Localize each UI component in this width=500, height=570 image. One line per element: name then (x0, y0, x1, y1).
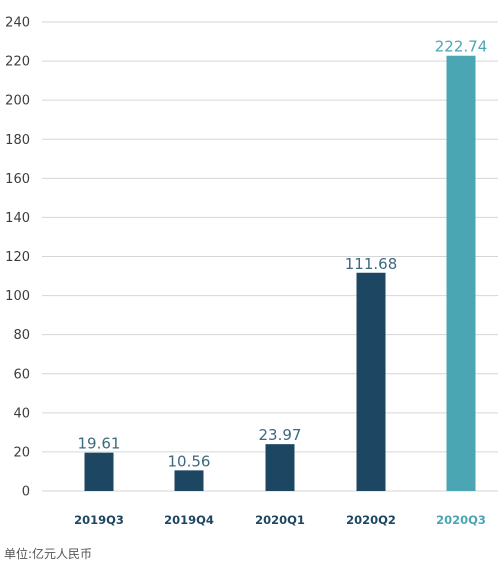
data-label: 19.61 (78, 435, 121, 453)
y-tick-label: 80 (13, 328, 30, 343)
unit-label: 单位:亿元人民币 (4, 546, 92, 561)
y-tick-label: 100 (5, 289, 30, 304)
bar-2020Q1 (265, 444, 295, 491)
bar-2019Q3 (84, 452, 114, 491)
x-tick-label: 2020Q2 (346, 513, 396, 527)
x-axis: 2019Q3 2019Q4 2020Q1 2020Q2 2020Q3 (74, 513, 486, 527)
data-label: 23.97 (259, 426, 302, 444)
y-tick-label: 40 (13, 406, 30, 421)
y-tick-label: 120 (5, 250, 30, 265)
y-tick-label: 140 (5, 211, 30, 226)
x-tick-label: 2019Q4 (164, 513, 214, 527)
bar-2020Q2 (356, 272, 386, 491)
y-tick-label: 180 (5, 133, 30, 148)
x-tick-label: 2020Q1 (255, 513, 305, 527)
y-tick-label: 0 (22, 485, 30, 500)
y-tick-label: 220 (5, 55, 30, 70)
x-tick-label: 2019Q3 (74, 513, 124, 527)
bar-2020Q3 (446, 55, 476, 492)
grid-lines (42, 21, 498, 492)
data-label: 222.74 (435, 38, 488, 56)
data-label: 111.68 (345, 255, 398, 273)
bars: 19.61 10.56 23.97 111.68 222.74 (78, 38, 488, 492)
y-tick-label: 60 (13, 367, 30, 382)
y-tick-label: 20 (13, 445, 30, 460)
y-tick-label: 240 (5, 16, 30, 31)
x-tick-label: 2020Q3 (436, 513, 486, 527)
data-label: 10.56 (168, 452, 211, 470)
y-tick-label: 200 (5, 94, 30, 109)
y-tick-label: 160 (5, 172, 30, 187)
bar-2019Q4 (174, 470, 204, 491)
y-axis: 0 20 40 60 80 100 120 140 160 180 200 220 240 (5, 16, 30, 500)
